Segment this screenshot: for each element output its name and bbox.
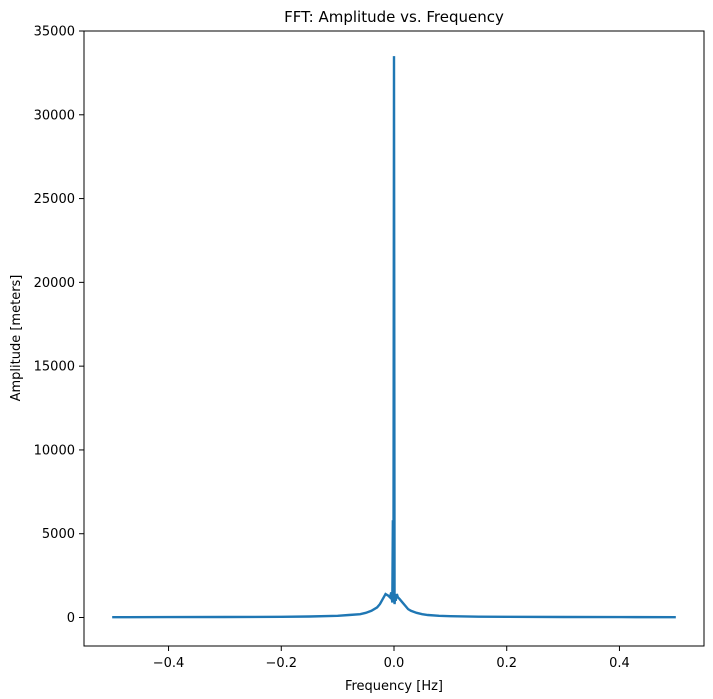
x-axis-label: Frequency [Hz]: [345, 679, 443, 694]
y-tick-label: 25000: [34, 192, 75, 207]
x-tick-label: −0.2: [265, 656, 297, 671]
x-tick-label: 0.4: [609, 656, 630, 671]
x-tick-label: −0.4: [153, 656, 185, 671]
x-axis-ticks: −0.4 −0.2 0.0 0.2 0.4: [153, 646, 630, 671]
y-tick-label: 35000: [34, 25, 75, 40]
y-axis-label: Amplitude [meters]: [9, 275, 24, 402]
y-tick-label: 15000: [34, 360, 75, 375]
series-line: [112, 56, 676, 619]
y-tick-label: 5000: [42, 527, 75, 542]
chart-title: FFT: Amplitude vs. Frequency: [284, 8, 504, 26]
y-tick-label: 10000: [34, 443, 75, 458]
y-tick-label: 20000: [34, 276, 75, 291]
x-tick-label: 0.0: [384, 656, 405, 671]
y-tick-label: 30000: [34, 108, 75, 123]
x-tick-label: 0.2: [496, 656, 517, 671]
y-axis-ticks: 0 5000 10000 15000 20000 25000 30000 35000: [34, 25, 84, 626]
y-tick-label: 0: [67, 611, 75, 626]
